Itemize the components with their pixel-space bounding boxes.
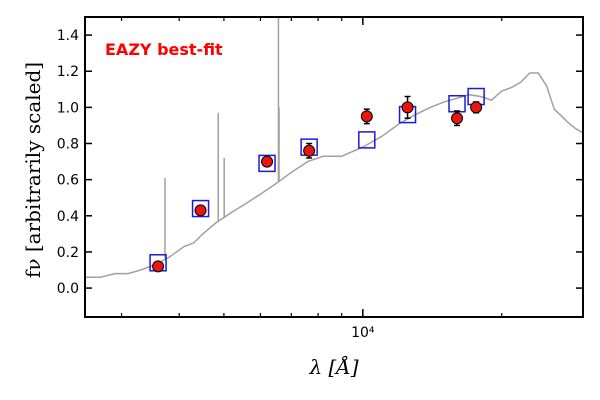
y-tick-label: 1.0 bbox=[57, 100, 79, 116]
y-tick-label: 0.8 bbox=[57, 137, 79, 153]
template-spectrum bbox=[85, 72, 583, 278]
observed-point bbox=[451, 112, 464, 125]
y-axis-label: fν [arbitrarily scaled] bbox=[21, 62, 45, 278]
y-tick-label: 1.4 bbox=[57, 28, 79, 44]
observed-point bbox=[470, 101, 483, 114]
observed-point bbox=[360, 110, 373, 123]
observed-point bbox=[261, 155, 274, 168]
plot-frame bbox=[84, 16, 584, 318]
x-tick-label: 10⁴ bbox=[351, 325, 375, 341]
observed-point bbox=[303, 144, 316, 157]
annotation-label: EAZY best-fit bbox=[105, 40, 223, 59]
y-tick-label: 0.2 bbox=[57, 245, 79, 261]
model-photometry-point bbox=[191, 199, 210, 218]
model-photometry-point bbox=[358, 131, 376, 149]
y-tick-label: 0.4 bbox=[57, 209, 79, 225]
y-tick-label: 0.0 bbox=[57, 281, 79, 297]
model-photometry-point bbox=[258, 154, 276, 173]
observed-point bbox=[152, 260, 165, 273]
observed-point bbox=[194, 204, 207, 217]
y-tick-label: 1.2 bbox=[57, 64, 79, 80]
observed-point bbox=[401, 101, 414, 114]
x-axis-label: λ [Å] bbox=[308, 354, 358, 379]
y-tick-label: 0.6 bbox=[57, 173, 79, 189]
